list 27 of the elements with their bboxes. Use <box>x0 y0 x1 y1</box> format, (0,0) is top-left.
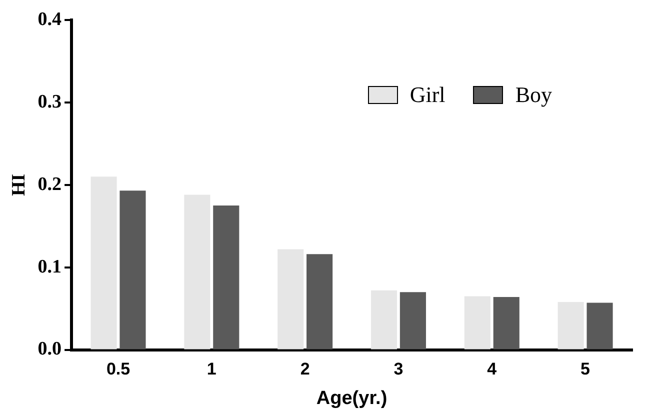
y-tick-label: 0.2 <box>38 174 62 195</box>
x-tick-label: 1 <box>206 360 216 379</box>
bar <box>213 206 240 350</box>
bar <box>558 302 584 350</box>
y-tick-label: 0.4 <box>38 8 62 30</box>
y-tick-label: 0.1 <box>38 256 62 278</box>
bar <box>493 297 520 350</box>
x-tick-label: 5 <box>580 360 590 379</box>
legend-label: Boy <box>515 82 552 108</box>
x-axis-title: Age(yr.) <box>316 388 388 409</box>
bar <box>306 254 333 350</box>
x-tick-label: 3 <box>394 360 404 379</box>
y-axis-title: HI <box>8 174 30 196</box>
bar <box>278 249 304 350</box>
y-tick-label: 0.0 <box>38 338 62 360</box>
bar <box>400 292 426 350</box>
x-tick-label: 4 <box>487 360 498 379</box>
bar <box>184 194 210 350</box>
bar <box>464 296 490 350</box>
bar <box>370 290 398 350</box>
bar <box>586 302 613 350</box>
legend-label: Girl <box>410 82 446 108</box>
x-tick-label: 2 <box>300 360 310 379</box>
y-tick-label: 0.3 <box>38 91 62 112</box>
bar <box>120 190 146 350</box>
x-tick-label: 0.5 <box>106 360 130 379</box>
bar <box>90 176 117 350</box>
